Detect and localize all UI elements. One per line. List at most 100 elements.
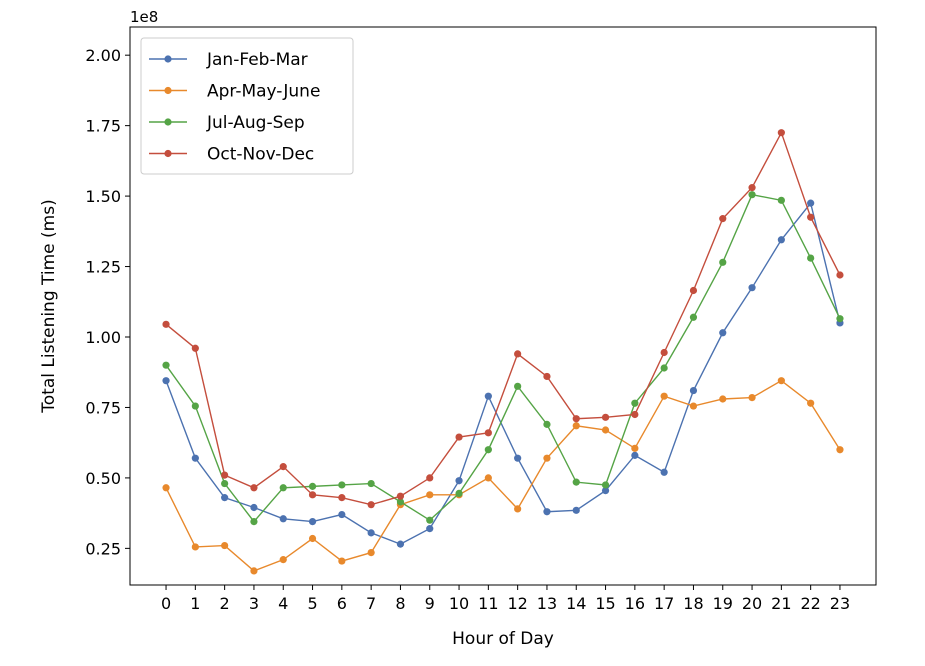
x-axis: 0 1 2 3 4 5 6 7 8 9 10 11 12 13 14 15 16 17 18 19 20 21 22 23 (161, 585, 850, 613)
data-point (455, 477, 463, 485)
x-tick-label: 18 (683, 594, 703, 613)
data-point (836, 315, 844, 323)
data-point (367, 501, 375, 509)
data-point (338, 510, 346, 519)
data-point (250, 503, 258, 512)
x-tick-label: 12 (507, 594, 527, 613)
series-line (165, 201, 841, 545)
data-point (748, 184, 756, 192)
data-point (601, 481, 610, 489)
data-point (162, 320, 170, 328)
data-point (836, 271, 844, 279)
legend-item: Oct-Nov-Dec (149, 145, 314, 165)
data-point (748, 191, 756, 199)
data-point (660, 364, 668, 372)
data-point (396, 498, 405, 506)
y-tick-label: 2.00 (85, 46, 121, 65)
y-tick-label: 0.75 (85, 398, 121, 417)
data-point (631, 399, 639, 407)
data-point (367, 529, 375, 537)
data-point (191, 344, 199, 352)
data-point (514, 382, 522, 390)
data-point (807, 199, 815, 207)
data-point (777, 129, 785, 137)
data-point (689, 386, 698, 395)
data-point (191, 454, 199, 462)
legend-swatch-marker (164, 149, 172, 158)
data-point (221, 541, 229, 550)
data-point (660, 468, 668, 476)
data-point (543, 372, 551, 381)
x-tick-label: 21 (771, 594, 791, 613)
data-point (162, 377, 170, 385)
x-tick-label: 22 (800, 594, 820, 613)
data-point (719, 395, 727, 403)
x-tick-label: 0 (161, 594, 171, 613)
series-line (165, 130, 841, 506)
x-tick-label: 8 (395, 594, 405, 613)
y-axis: 0.25 0.50 0.75 1.00 1.25 1.50 1.75 2.00 (85, 46, 130, 558)
data-point (162, 484, 170, 492)
x-tick-label: 11 (478, 594, 498, 613)
data-point (543, 508, 551, 516)
data-point (484, 446, 492, 454)
data-point (777, 236, 785, 244)
data-point (484, 429, 492, 437)
legend-label: Oct-Nov-Dec (207, 145, 314, 165)
data-point (338, 481, 346, 489)
data-point (514, 350, 522, 358)
legend-label: Apr-May-June (207, 82, 320, 102)
x-tick-label: 19 (713, 594, 733, 613)
y-axis-label: Total Listening Time (ms) (39, 199, 59, 413)
data-point (514, 505, 522, 513)
legend-label: Jul-Aug-Sep (206, 113, 305, 133)
legend-item: Apr-May-June (149, 82, 320, 102)
data-point (514, 454, 522, 462)
data-point (660, 348, 668, 357)
data-point (807, 254, 815, 262)
data-point (426, 491, 434, 499)
data-point (221, 471, 229, 479)
x-tick-label: 4 (278, 594, 288, 613)
data-point (631, 451, 639, 459)
x-tick-label: 5 (307, 594, 317, 613)
data-point (807, 213, 815, 221)
data-point (279, 463, 287, 471)
legend-item: Jul-Aug-Sep (149, 113, 305, 133)
data-point (543, 454, 551, 462)
series-3 (162, 129, 844, 509)
x-tick-label: 9 (425, 594, 435, 613)
data-point (601, 486, 610, 495)
data-point (572, 422, 580, 430)
x-tick-label: 3 (249, 594, 259, 613)
data-point (308, 517, 317, 526)
data-point (279, 556, 287, 564)
x-tick-label: 14 (566, 594, 586, 613)
data-point (807, 399, 815, 407)
data-point (250, 484, 258, 492)
series-0 (162, 199, 844, 548)
legend-swatch-marker (164, 118, 172, 126)
data-point (660, 392, 668, 400)
legend-swatch-marker (164, 55, 172, 63)
x-tick-label: 13 (537, 594, 557, 613)
y-offset-label: 1e8 (130, 8, 158, 26)
x-tick-label: 7 (366, 594, 376, 613)
data-point (836, 446, 844, 454)
data-point (279, 484, 287, 492)
data-point (426, 525, 434, 533)
data-point (250, 517, 258, 526)
data-point (543, 420, 551, 428)
data-point (396, 540, 405, 548)
data-point (484, 392, 492, 400)
data-point (719, 258, 727, 266)
data-point (572, 415, 580, 423)
x-tick-label: 6 (337, 594, 347, 613)
y-tick-label: 0.25 (85, 539, 121, 558)
legend-item: Jan-Feb-Mar (149, 50, 308, 70)
series-line (165, 379, 841, 572)
data-point (308, 482, 317, 490)
data-point (426, 474, 434, 482)
data-point (689, 286, 698, 295)
